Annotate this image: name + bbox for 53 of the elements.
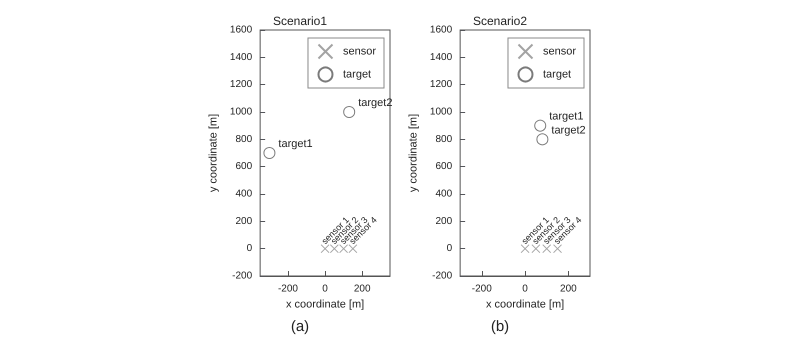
point — [536, 133, 548, 146]
text: (a) — [290, 318, 310, 335]
point — [553, 244, 562, 254]
legend-label: target — [342, 68, 372, 80]
y-tick-label: -200 — [232, 270, 253, 282]
y-tick-label: 800 — [435, 134, 453, 145]
legend-label: target — [542, 68, 572, 80]
x-tick-label: 200 — [560, 284, 578, 294]
annotation: target1 — [278, 138, 313, 150]
y-tick-label: 1200 — [430, 79, 453, 90]
text: (b) — [490, 318, 510, 335]
y-tick-label: 800 — [235, 134, 253, 145]
point — [531, 244, 540, 254]
y-tick-label: 200 — [235, 216, 253, 227]
y-tick-label: 400 — [435, 188, 453, 200]
point — [330, 244, 339, 254]
point — [263, 147, 276, 159]
chart-title: Scenario2 — [472, 14, 528, 28]
y-tick-label: -200 — [432, 270, 453, 282]
x-axis-title: x coordinate [m] — [286, 298, 364, 310]
annotation: target2 — [551, 124, 586, 136]
point — [542, 244, 552, 254]
y-tick-label: 0 — [246, 243, 253, 254]
x-tick-label: -200 — [472, 284, 492, 294]
x-axis-title: x coordinate [m] — [486, 298, 564, 310]
x-tick-label: 0 — [322, 284, 328, 294]
x-tick-label: -200 — [278, 284, 298, 294]
annotation: target1 — [549, 110, 584, 123]
point — [348, 244, 358, 254]
y-tick-label: 1200 — [230, 79, 253, 90]
legend-label: sensor — [342, 46, 376, 58]
y-tick-label: 600 — [435, 161, 453, 172]
point — [343, 106, 356, 118]
point — [534, 120, 546, 132]
y-tick-label: 1600 — [430, 24, 453, 36]
y-axis-title: y coordinate [m] — [208, 114, 220, 192]
point — [320, 244, 330, 254]
chart-title: Scenario1 — [272, 14, 328, 28]
y-tick-label: 0 — [446, 243, 453, 254]
y-tick-label: 1000 — [230, 106, 253, 118]
y-tick-label: 1000 — [430, 106, 453, 118]
y-tick-label: 600 — [235, 161, 253, 172]
x-tick-label: 0 — [522, 284, 528, 294]
y-axis-title: y coordinate [m] — [408, 114, 420, 192]
point — [520, 244, 530, 254]
y-tick-label: 1400 — [230, 52, 253, 63]
point — [339, 244, 348, 254]
y-tick-label: 1400 — [430, 52, 453, 63]
x-tick-label: 200 — [354, 284, 371, 294]
y-tick-label: 400 — [235, 188, 253, 200]
y-tick-label: 200 — [435, 216, 453, 227]
legend-label: sensor — [542, 46, 576, 58]
y-tick-label: 1600 — [230, 24, 253, 36]
